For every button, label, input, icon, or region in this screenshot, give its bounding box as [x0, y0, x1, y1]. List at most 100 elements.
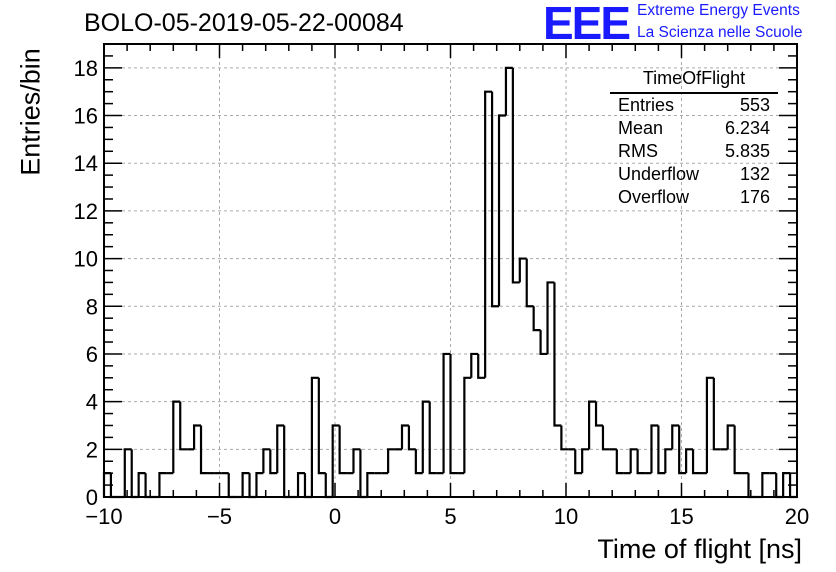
stats-row-overflow: Overflow 176	[610, 186, 778, 209]
run-title: BOLO-05-2019-05-22-00084	[84, 9, 404, 37]
histogram-bin	[629, 448, 638, 474]
stats-label: Entries	[618, 95, 675, 115]
histogram-bin	[414, 449, 423, 475]
histogram-bin	[407, 425, 416, 451]
histogram-bin	[296, 472, 305, 497]
histogram-bin	[192, 424, 202, 450]
histogram-bin	[782, 472, 791, 497]
grid-lines	[104, 44, 797, 497]
histogram-bin	[761, 472, 770, 497]
histogram-bin	[615, 449, 624, 475]
x-tick-label: 20	[785, 504, 809, 529]
histogram-bin	[525, 258, 534, 308]
y-tick-label: 12	[74, 199, 98, 224]
histogram-bin	[650, 424, 659, 474]
histogram-bin	[490, 91, 500, 308]
stats-value: 5.835	[724, 141, 770, 161]
histogram-bin	[269, 449, 278, 475]
eee-logo: EEE	[543, 0, 631, 49]
logo-line-1: Extreme Energy Events	[637, 2, 800, 19]
stats-row-entries: Entries 553	[610, 94, 778, 117]
histogram-bin	[400, 424, 409, 450]
y-tick-label: 16	[74, 104, 98, 129]
stats-row-rms: RMS 5.835	[610, 140, 778, 163]
histogram-bin	[560, 425, 569, 451]
x-tick-label: −5	[207, 504, 232, 529]
histogram-bin	[588, 400, 597, 450]
histogram-bin	[199, 425, 208, 475]
histogram-bin	[636, 449, 645, 475]
stats-label: Overflow	[618, 187, 690, 207]
histogram-bin	[678, 425, 687, 475]
histogram-bin	[685, 448, 694, 474]
stats-box: TimeOfFlight Entries 553 Mean 6.234 RMS …	[610, 68, 778, 209]
histogram-bin	[497, 114, 506, 307]
stats-label: Mean	[618, 118, 664, 138]
histogram-bin	[421, 400, 430, 474]
stats-value: 176	[739, 187, 770, 207]
stats-row-underflow: Underflow 132	[610, 163, 778, 186]
histogram-bin	[276, 424, 285, 474]
stats-row-mean: Mean 6.234	[610, 117, 778, 140]
histogram-bin	[241, 472, 250, 497]
histogram-bin	[463, 376, 472, 474]
histogram-bin	[484, 90, 493, 378]
histogram-bin	[179, 401, 188, 451]
histogram-bin	[144, 473, 153, 499]
x-tick-label: 5	[444, 504, 456, 529]
histogram-bin	[712, 377, 721, 451]
x-axis-label: Time of flight [ns]	[597, 534, 802, 564]
histogram-bin	[691, 449, 700, 475]
y-tick-label: 14	[74, 151, 98, 176]
histogram-bin	[705, 376, 714, 474]
y-tick-label: 10	[74, 247, 98, 272]
histogram-bin	[123, 448, 132, 497]
histogram-bin	[428, 401, 437, 475]
histogram-bin	[317, 377, 326, 475]
histogram-bin	[511, 67, 520, 284]
logo-line-2: La Scienza nelle Scuole	[637, 24, 803, 41]
histogram-bin	[283, 425, 292, 499]
histogram-bin	[594, 401, 603, 427]
histogram-bin	[477, 353, 486, 379]
y-tick-label: 4	[86, 390, 98, 415]
y-tick-label: 6	[86, 342, 98, 367]
histogram-bin	[387, 448, 396, 474]
histogram-bin	[518, 257, 527, 283]
histogram-bin	[172, 400, 181, 474]
y-tick-label: 0	[86, 485, 98, 510]
x-tick-label: 0	[329, 504, 341, 529]
histogram-bin	[671, 424, 680, 450]
histogram-bin	[539, 330, 548, 356]
histogram-bin	[574, 449, 583, 475]
histogram-bin	[470, 352, 479, 378]
histogram-bin	[262, 448, 271, 474]
histogram-bin	[657, 425, 666, 475]
histogram-bin	[553, 282, 562, 427]
histogram-bin	[338, 425, 347, 475]
histogram-bin	[726, 424, 735, 450]
stats-label: Underflow	[618, 164, 700, 184]
histogram-bin	[449, 353, 458, 475]
axis-ticks	[103, 43, 798, 498]
histogram-bin	[581, 448, 590, 474]
x-tick-label: −10	[85, 504, 122, 529]
histogram-bin	[504, 66, 513, 116]
axis-tick-labels: −10 −5 0 5 10 15 20 0 2 4 6 8 10 12 14 16 18	[74, 56, 810, 529]
stats-value: 132	[739, 164, 770, 184]
histogram-bin	[158, 472, 167, 497]
histogram-bin	[733, 425, 742, 475]
histogram-bin	[227, 473, 236, 499]
y-tick-label: 8	[86, 294, 98, 319]
histogram-bin	[442, 352, 451, 474]
histogram-bin	[310, 376, 319, 497]
histogram-bin	[352, 448, 361, 474]
y-axis-label: Entries/bin	[15, 48, 46, 176]
histogram-bin	[255, 472, 264, 497]
histogram-bin	[601, 425, 610, 451]
y-tick-label: 2	[86, 437, 98, 462]
histogram-bin	[366, 472, 375, 497]
histogram-bin	[331, 424, 340, 497]
stats-label: RMS	[618, 141, 658, 161]
